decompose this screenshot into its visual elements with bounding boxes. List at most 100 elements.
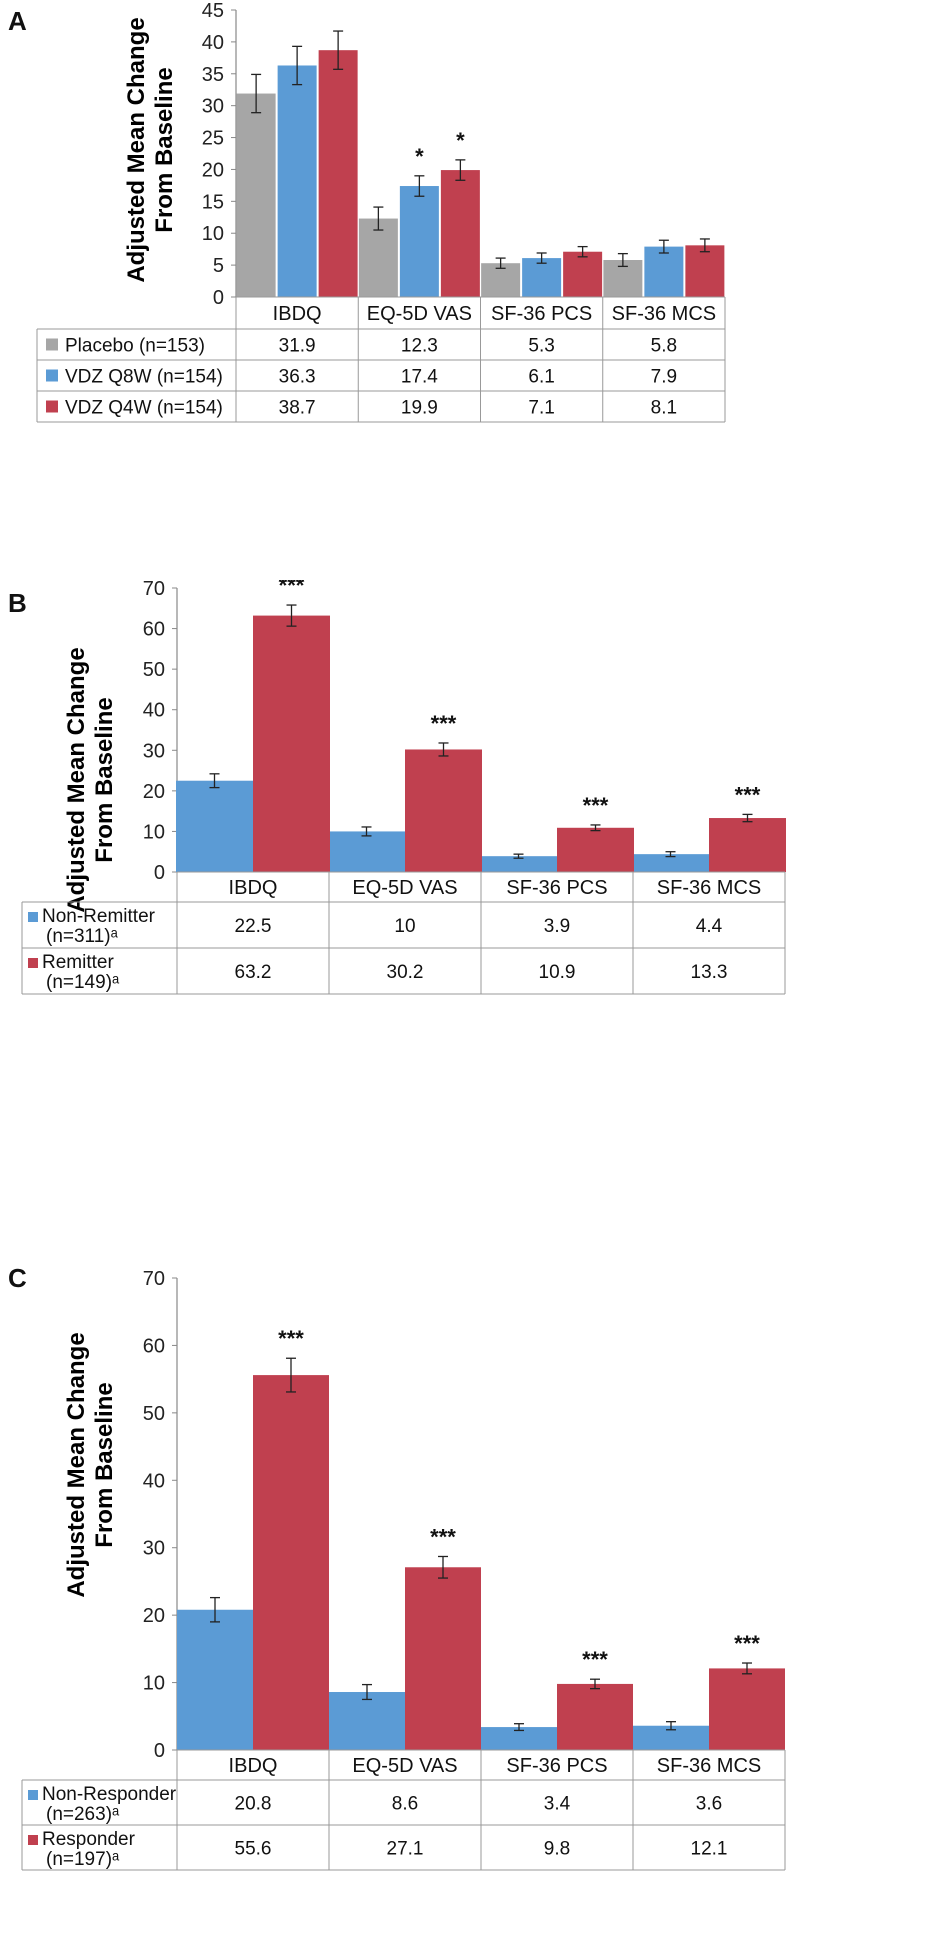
y-axis-label: Adjusted Mean Change From Baseline [123, 17, 178, 282]
bar [557, 1683, 633, 1750]
y-axis-label-line2: From Baseline [151, 67, 178, 232]
category-label: EQ-5D VAS [352, 1755, 457, 1777]
chart-c: 0 10 20 30 40 50 60 70 Adjusted Mean Change From … [21, 1268, 786, 1871]
panel-c: C 0 10 20 30 40 50 60 70 Adjusted Mean Change Fro… [0, 1255, 950, 1934]
y-tick-label: 25 [202, 128, 224, 150]
legend-swatch [28, 1835, 38, 1845]
bar [632, 854, 709, 872]
legend-label-n: (n=149)ᵃ [46, 972, 120, 993]
table-cell: 3.9 [544, 916, 570, 937]
table-cell: 5.3 [528, 336, 554, 357]
significance-marker: *** [583, 793, 609, 818]
panel-letter-a: A [8, 6, 27, 36]
bar [685, 245, 725, 297]
bar [481, 1727, 557, 1750]
legend-swatch [46, 338, 58, 351]
table-cell: 30.2 [387, 962, 424, 983]
table-cell: 20.8 [235, 1794, 272, 1815]
bar [358, 218, 398, 297]
bar [522, 258, 562, 297]
bar [563, 251, 603, 297]
bar [253, 615, 330, 872]
y-tick-label: 0 [213, 287, 224, 309]
legend-label-n: (n=263)ᵃ [46, 1804, 120, 1825]
panel-letter-b: B [8, 588, 27, 618]
y-tick-label: 50 [143, 1403, 165, 1425]
panel-a: A 0 5 10 15 20 25 30 35 40 45 Adjusted Mean Change… [0, 0, 950, 580]
significance-marker: *** [279, 580, 305, 598]
legend-label: Placebo (n=153) [65, 336, 205, 357]
table-cell: 5.8 [651, 336, 677, 357]
y-tick-label: 20 [143, 781, 165, 803]
table-cell: 7.9 [651, 367, 677, 388]
table-cell: 22.5 [235, 916, 272, 937]
y-tick-label: 10 [143, 821, 165, 843]
significance-marker: *** [430, 1524, 456, 1549]
bar [557, 827, 634, 872]
bar [480, 856, 557, 872]
bar [328, 831, 405, 872]
y-tick-label: 60 [143, 619, 165, 641]
table-cell: 8.1 [651, 398, 677, 419]
bar [709, 1668, 785, 1750]
table-cell: 12.1 [691, 1839, 728, 1860]
y-tick-label: 35 [202, 64, 224, 86]
y-tick-label: 15 [202, 191, 224, 213]
table-cell: 36.3 [279, 367, 316, 388]
chart-b: 0 10 20 30 40 50 60 70 Adjusted Mean Change From … [21, 580, 786, 995]
y-tick-label: 5 [213, 255, 224, 277]
bar [277, 65, 317, 297]
table-cell: 3.6 [696, 1794, 722, 1815]
category-label: SF-36 MCS [612, 303, 716, 325]
category-label: SF-36 MCS [657, 1755, 761, 1777]
table-cell: 12.3 [401, 336, 438, 357]
bar [399, 186, 439, 297]
table-cell: 27.1 [387, 1839, 424, 1860]
significance-marker: *** [278, 1326, 304, 1351]
y-tick-label: 10 [143, 1673, 165, 1695]
significance-marker: * [456, 128, 465, 153]
category-label: SF-36 PCS [506, 877, 607, 899]
category-label: EQ-5D VAS [367, 303, 472, 325]
table-cell: 9.8 [544, 1839, 570, 1860]
legend-swatch [28, 1790, 38, 1800]
y-axis-label: Adjusted Mean Change From Baseline [63, 647, 118, 912]
panel-letter-c: C [8, 1263, 27, 1293]
bar [709, 818, 786, 872]
y-tick-label: 0 [154, 1740, 165, 1762]
y-tick-label: 40 [143, 1470, 165, 1492]
legend-label: VDZ Q8W (n=154) [65, 367, 223, 388]
y-tick-label: 45 [202, 0, 224, 22]
bar [253, 1375, 329, 1750]
legend-swatch [28, 912, 38, 922]
significance-marker: *** [582, 1647, 608, 1672]
y-tick-label: 30 [143, 740, 165, 762]
category-label: EQ-5D VAS [352, 877, 457, 899]
table-cell: 7.1 [528, 398, 554, 419]
significance-marker: * [415, 144, 424, 169]
legend-label: Non-Responder [42, 1784, 177, 1805]
bar [405, 749, 482, 872]
panel-b: B 0 10 20 30 40 50 60 70 Adjusted Mean Change Fro… [0, 580, 950, 1255]
table-cell: 8.6 [392, 1794, 418, 1815]
y-axis-label-line2: From Baseline [91, 697, 118, 862]
y-axis-label-line2: From Baseline [91, 1382, 118, 1547]
table-cell: 13.3 [691, 962, 728, 983]
bar [405, 1567, 481, 1750]
table-cell: 38.7 [279, 398, 316, 419]
bar [177, 1609, 253, 1750]
legend-swatch [28, 958, 38, 968]
table-cell: 55.6 [235, 1839, 272, 1860]
table-cell: 4.4 [696, 916, 723, 937]
bar [644, 246, 684, 297]
category-label: IBDQ [229, 877, 278, 899]
bar [318, 50, 358, 298]
y-axis-label: Adjusted Mean Change From Baseline [63, 1332, 118, 1597]
legend-label: Non-Remitter [42, 906, 156, 927]
y-tick-label: 70 [143, 580, 165, 600]
y-tick-label: 60 [143, 1335, 165, 1357]
chart-a: 0 5 10 15 20 25 30 35 40 45 Adjusted Mean Change Fr… [36, 0, 726, 423]
category-label: SF-36 MCS [657, 877, 761, 899]
y-tick-label: 20 [143, 1605, 165, 1627]
significance-marker: *** [735, 782, 761, 807]
